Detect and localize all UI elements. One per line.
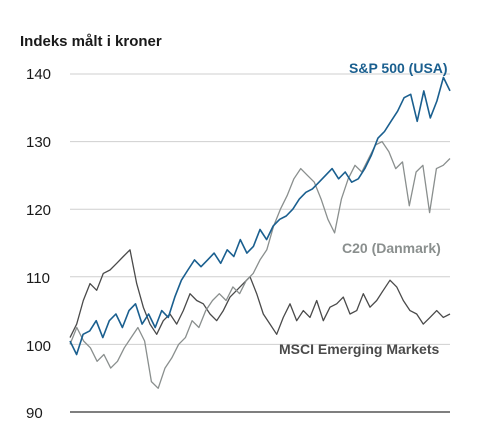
series-label-msci: MSCI Emerging Markets [279, 341, 440, 357]
y-axis-label: Indeks målt i kroner [20, 33, 162, 50]
y-tick-label: 100 [26, 338, 52, 355]
series-label-c20: C20 (Danmark) [342, 240, 441, 256]
series-label-sp500: S&P 500 (USA) [349, 60, 448, 76]
series-line-sp500 [69, 76, 451, 356]
y-tick-label: 110 [26, 270, 50, 287]
y-tick-label: 140 [26, 66, 52, 83]
series-line-msci [69, 249, 451, 338]
y-tick-label: 120 [26, 202, 52, 219]
y-tick-label: 90 [26, 405, 43, 422]
y-tick-label: 130 [26, 134, 52, 151]
series-line-c20 [69, 140, 451, 389]
